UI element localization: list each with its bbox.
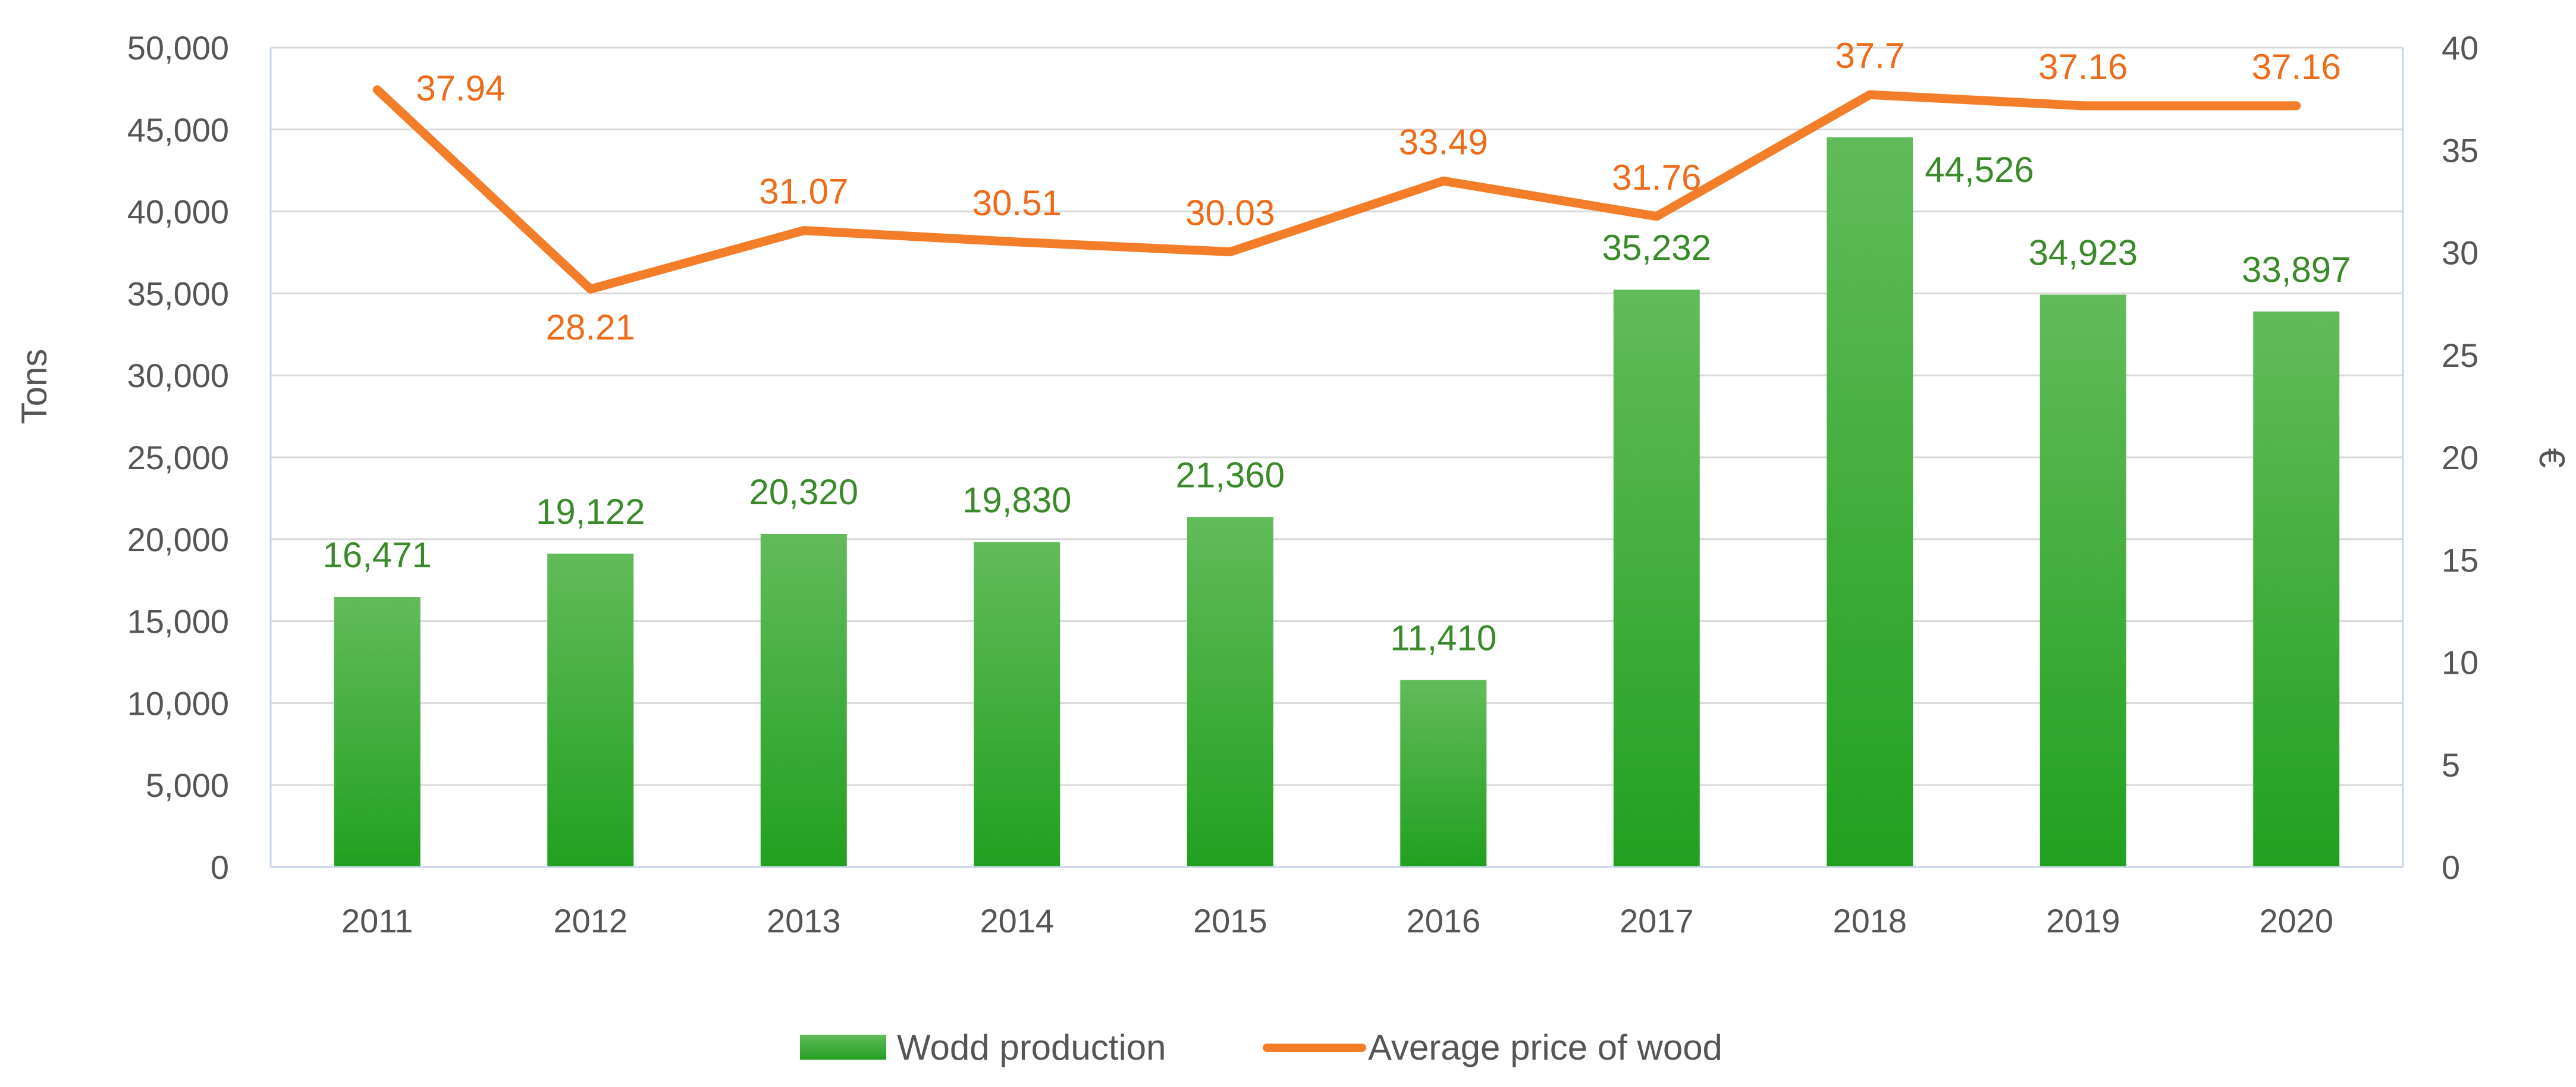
- price-data-label: 28.21: [546, 307, 635, 347]
- y-tick-label: 40,000: [127, 193, 229, 231]
- price-line: [372, 85, 2301, 294]
- bar-data-label: 16,471: [322, 535, 432, 575]
- bar: [974, 542, 1060, 867]
- legend: Wodd production Average price of wood: [800, 1028, 1722, 1067]
- y-tick-label: 50,000: [127, 29, 229, 67]
- legend-swatch-bar: [800, 1035, 886, 1060]
- price-point: [1442, 180, 1445, 183]
- x-tick-label: 2014: [980, 902, 1054, 940]
- x-tick-label: 2012: [553, 902, 627, 940]
- y-tick-label: 10,000: [127, 684, 229, 722]
- bar-data-label: 11,410: [1390, 618, 1496, 658]
- axes: 0 5,000 10,000 15,000 20,000 25,000 30,000 35,0…: [127, 29, 2479, 940]
- y-axis-title: Tons: [14, 349, 54, 425]
- legend-label-bar: Wodd production: [897, 1028, 1166, 1067]
- y-tick-label: 5,000: [146, 766, 229, 804]
- price-data-label: 37.16: [2252, 47, 2341, 87]
- price-point: [2082, 104, 2085, 107]
- price-data-label: 31.07: [759, 172, 848, 212]
- y2-tick-label: 40: [2442, 29, 2478, 67]
- x-tick-label: 2011: [341, 902, 413, 940]
- price-point: [376, 88, 379, 91]
- bar-data-label: 33,897: [2242, 250, 2351, 290]
- price-point: [589, 288, 592, 291]
- bar: [1187, 517, 1273, 867]
- x-tick-label: 2016: [1406, 902, 1480, 940]
- x-tick-label: 2018: [1833, 902, 1907, 940]
- y2-tick-label: 10: [2442, 644, 2478, 681]
- price-point: [1229, 250, 1232, 253]
- bar: [1400, 680, 1487, 867]
- bar: [2253, 311, 2340, 867]
- y2-axis-title: €: [2532, 448, 2572, 467]
- line-series: [372, 85, 2301, 294]
- y2-tick-label: 20: [2442, 439, 2478, 476]
- price-point: [2295, 104, 2298, 107]
- y-tick-label: 35,000: [127, 275, 229, 312]
- price-point: [1015, 240, 1018, 243]
- bar-data-label: 19,830: [962, 480, 1072, 520]
- price-data-label: 30.03: [1185, 193, 1275, 233]
- y-tick-label: 25,000: [127, 439, 229, 476]
- x-tick-label: 2017: [1620, 902, 1694, 940]
- y2-tick-label: 5: [2442, 746, 2460, 784]
- bar: [334, 597, 421, 867]
- price-point: [802, 229, 805, 232]
- price-data-label: 37.7: [1835, 36, 1904, 76]
- bar-data-label: 19,122: [536, 492, 645, 532]
- x-tick-label: 2015: [1193, 902, 1267, 940]
- price-data-label: 30.51: [972, 183, 1062, 223]
- y2-tick-label: 15: [2442, 541, 2478, 579]
- y-tick-label: 20,000: [127, 521, 229, 558]
- price-data-label: 33.49: [1399, 122, 1488, 162]
- y-tick-label: 45,000: [127, 111, 229, 149]
- y2-tick-label: 35: [2442, 131, 2478, 169]
- y-tick-label: 0: [211, 849, 229, 886]
- x-tick-label: 2019: [2046, 902, 2120, 940]
- bar-data-label: 34,923: [2028, 233, 2138, 273]
- bar-data-label: 21,360: [1175, 455, 1285, 495]
- x-tick-label: 2013: [767, 902, 841, 940]
- price-point: [1868, 93, 1871, 96]
- bar: [2040, 294, 2126, 868]
- y-tick-label: 15,000: [127, 603, 229, 640]
- bar: [1613, 290, 1700, 867]
- x-tick-label: 2020: [2259, 902, 2333, 940]
- bar: [1827, 137, 1913, 868]
- price-data-label: 31.76: [1612, 158, 1701, 197]
- data-labels: 16,471 19,122 20,320 19,830 21,360 11,410 35,2…: [322, 36, 2351, 658]
- price-data-label: 37.94: [416, 68, 505, 108]
- y2-tick-label: 30: [2442, 234, 2478, 272]
- price-data-label: 37.16: [2038, 47, 2128, 87]
- bar-data-label: 20,320: [749, 472, 858, 512]
- bar-data-label: 35,232: [1602, 228, 1711, 268]
- y2-tick-label: 25: [2442, 337, 2478, 374]
- y-tick-label: 30,000: [127, 357, 229, 394]
- bar-data-label: 44,526: [1925, 150, 2034, 190]
- bar: [760, 533, 847, 867]
- bar: [547, 553, 634, 867]
- legend-label-line: Average price of wood: [1368, 1028, 1722, 1067]
- y2-tick-label: 0: [2442, 849, 2460, 886]
- price-point: [1655, 215, 1658, 218]
- bar-series: [334, 137, 2340, 868]
